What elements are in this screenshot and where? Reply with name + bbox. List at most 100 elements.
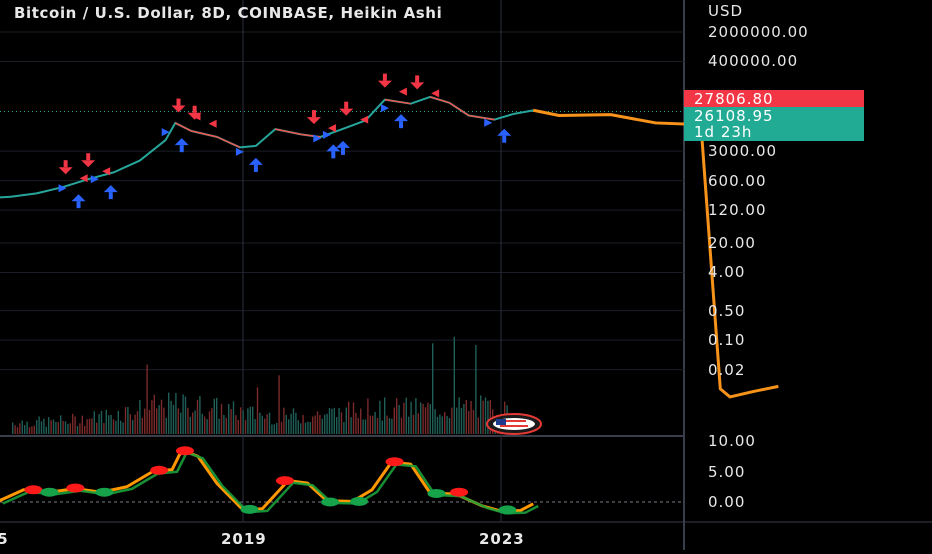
- volume-bar: [55, 421, 57, 434]
- volume-bar: [230, 408, 232, 434]
- volume-bar: [465, 400, 467, 434]
- volume-bar: [40, 421, 43, 434]
- volume-bar: [372, 415, 374, 434]
- volume-bar: [117, 410, 119, 434]
- volume-bar: [444, 412, 446, 434]
- volume-bar: [393, 407, 395, 434]
- volume-bar: [345, 407, 347, 434]
- volume-bar: [295, 412, 297, 434]
- sell-signal-3: [187, 105, 217, 128]
- volume-bar: [336, 417, 338, 434]
- volume-bar: [242, 410, 244, 434]
- volume-bars: [12, 336, 513, 434]
- volume-bar: [165, 417, 167, 434]
- volume-bar: [76, 426, 79, 434]
- volume-bar: [400, 417, 403, 434]
- volume-bar: [379, 400, 381, 434]
- volume-bar: [74, 416, 76, 434]
- volume-bar: [64, 421, 67, 434]
- current-price-badge: 26108.95 1d 23h: [684, 107, 864, 141]
- price-tick-label: 400000.00: [708, 52, 799, 71]
- volume-bar: [16, 427, 19, 434]
- volume-bar: [405, 397, 407, 434]
- volume-bar: [108, 415, 110, 434]
- oscillator-dot-6: [240, 504, 259, 514]
- volume-bar: [139, 399, 141, 434]
- oscillator-dot-7: [275, 476, 294, 486]
- volume-bar: [261, 415, 263, 434]
- volume-bar: [124, 407, 127, 434]
- volume-bar: [328, 407, 331, 434]
- volume-bar: [304, 422, 307, 434]
- volume-bar: [307, 421, 309, 434]
- volume-bar: [482, 400, 484, 434]
- volume-bar: [110, 414, 112, 434]
- volume-bar: [254, 419, 256, 434]
- volume-bar: [38, 416, 40, 434]
- volume-bar: [72, 413, 74, 434]
- volume-bar: [141, 417, 143, 434]
- price-tick-label: 4.00: [708, 263, 746, 282]
- volume-bar: [297, 420, 299, 434]
- volume-bar: [350, 417, 352, 434]
- volume-bar: [163, 407, 165, 434]
- current-price-label: 26108.95: [694, 107, 774, 125]
- volume-bar: [271, 424, 273, 434]
- candle-marks: [174, 96, 495, 149]
- price-tick-label: 20.00: [708, 234, 756, 252]
- volume-bar: [472, 409, 475, 434]
- volume-bar: [247, 408, 249, 434]
- volume-bar: [374, 411, 376, 434]
- oscillator-dot-13: [498, 505, 517, 515]
- volume-bar: [367, 398, 369, 434]
- volume-bar: [302, 415, 304, 434]
- oscillator-dot-11: [427, 488, 446, 498]
- volume-bar: [321, 418, 323, 434]
- volume-bar: [151, 400, 153, 434]
- volume-bar: [412, 414, 415, 434]
- event-flag-icon: [486, 413, 542, 435]
- oscillator-dot-9: [350, 496, 369, 506]
- volume-bar: [266, 414, 268, 434]
- time-tick-label: 2019: [221, 530, 267, 548]
- oscillator-dot-8: [321, 497, 340, 507]
- volume-bar: [268, 412, 271, 434]
- volume-bar: [43, 418, 45, 434]
- price-tick-label: 0.50: [708, 301, 746, 320]
- volume-bar: [189, 416, 191, 434]
- volume-bar: [417, 413, 419, 434]
- volume-bar: [60, 415, 62, 434]
- volume-bar: [134, 414, 136, 434]
- volume-bar: [223, 414, 225, 434]
- volume-bar: [144, 408, 146, 434]
- volume-bar: [487, 400, 489, 434]
- volume-bar: [477, 417, 479, 434]
- price-tick-label: 3000.00: [708, 142, 778, 161]
- volume-bar: [280, 421, 283, 434]
- volume-bar: [199, 395, 201, 434]
- volume-bar: [218, 418, 220, 434]
- price-tick-label: 2000000.00: [708, 23, 809, 41]
- volume-bar: [451, 407, 453, 434]
- candle-down: [468, 114, 495, 121]
- volume-bar: [12, 422, 14, 434]
- volume-bar: [340, 412, 343, 434]
- volume-bar: [434, 409, 436, 434]
- volume-bar: [360, 408, 362, 434]
- oscillator-tick-label: 10.00: [708, 432, 756, 450]
- oscillator-dot-3: [95, 487, 114, 497]
- candle-down: [384, 98, 411, 105]
- volume-bar: [216, 397, 218, 434]
- volume-bar: [240, 407, 242, 434]
- volume-bar: [475, 345, 477, 434]
- volume-bar: [84, 425, 86, 434]
- volume-bar: [278, 375, 280, 434]
- volume-bar: [292, 408, 295, 434]
- volume-bar: [28, 427, 31, 434]
- volume-bar: [276, 422, 278, 434]
- volume-bar: [105, 409, 107, 434]
- axis-unit-label: USD: [708, 2, 744, 20]
- volume-bar: [343, 422, 345, 434]
- candle-down: [448, 102, 470, 117]
- oscillator-dot-2: [40, 487, 59, 497]
